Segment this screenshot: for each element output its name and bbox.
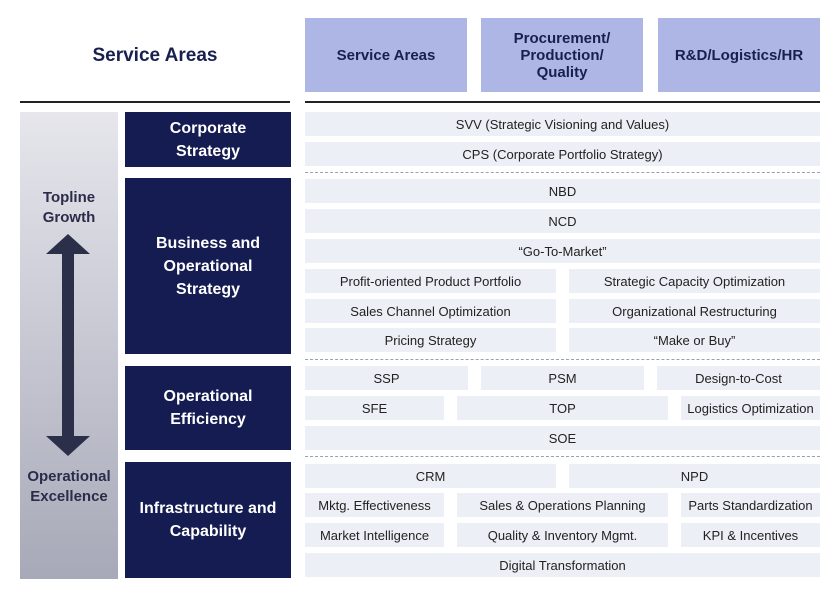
category-operational-efficiency: Operational Efficiency — [125, 366, 291, 450]
service-organizational-restructuring: Organizational Restructuring — [569, 299, 820, 323]
column-header-procurement-production-quality: Procurement/ Production/ Quality — [481, 18, 643, 92]
service-soe: SOE — [305, 426, 820, 450]
service-profit-oriented-product-portfolio: Profit-oriented Product Portfolio — [305, 269, 556, 293]
service-svv: SVV (Strategic Visioning and Values) — [305, 112, 820, 136]
service-npd: NPD — [569, 464, 820, 488]
service-strategic-capacity-optimization: Strategic Capacity Optimization — [569, 269, 820, 293]
column-header-rd-logistics-hr: R&D/Logistics/HR — [658, 18, 820, 92]
service-design-to-cost: Design-to-Cost — [657, 366, 820, 390]
service-sales-operations-planning: Sales & Operations Planning — [457, 493, 668, 517]
section-separator — [305, 359, 820, 360]
service-logistics-optimization: Logistics Optimization — [681, 396, 820, 420]
service-make-or-buy: “Make or Buy” — [569, 328, 820, 352]
service-pricing-strategy: Pricing Strategy — [305, 328, 556, 352]
column-header-service-areas: Service Areas — [305, 18, 467, 92]
service-go-to-market: “Go-To-Market” — [305, 239, 820, 263]
service-ncd: NCD — [305, 209, 820, 233]
header-divider-right — [305, 101, 820, 103]
service-kpi-incentives: KPI & Incentives — [681, 523, 820, 547]
service-cps: CPS (Corporate Portfolio Strategy) — [305, 142, 820, 166]
operational-excellence-label: Operational Excellence — [27, 468, 111, 505]
topline-growth-label: Topline Growth — [42, 189, 96, 226]
service-quality-inventory-mgmt: Quality & Inventory Mgmt. — [457, 523, 668, 547]
category-corporate-strategy: Corporate Strategy — [125, 112, 291, 167]
service-crm: CRM — [305, 464, 556, 488]
category-infrastructure-capability: Infrastructure and Capability — [125, 462, 291, 578]
service-psm: PSM — [481, 366, 644, 390]
section-separator — [305, 172, 820, 173]
service-digital-transformation: Digital Transformation — [305, 553, 820, 577]
service-sfe: SFE — [305, 396, 444, 420]
service-sales-channel-optimization: Sales Channel Optimization — [305, 299, 556, 323]
service-ssp: SSP — [305, 366, 468, 390]
double-arrow-icon — [46, 234, 90, 456]
service-mktg-effectiveness: Mktg. Effectiveness — [305, 493, 444, 517]
service-nbd: NBD — [305, 179, 820, 203]
service-top: TOP — [457, 396, 668, 420]
category-business-operational-strategy: Business and Operational Strategy — [125, 178, 291, 354]
section-separator — [305, 456, 820, 457]
header-divider-left — [20, 101, 290, 103]
service-parts-standardization: Parts Standardization — [681, 493, 820, 517]
service-market-intelligence: Market Intelligence — [305, 523, 444, 547]
page-title: Service Areas — [92, 45, 218, 66]
